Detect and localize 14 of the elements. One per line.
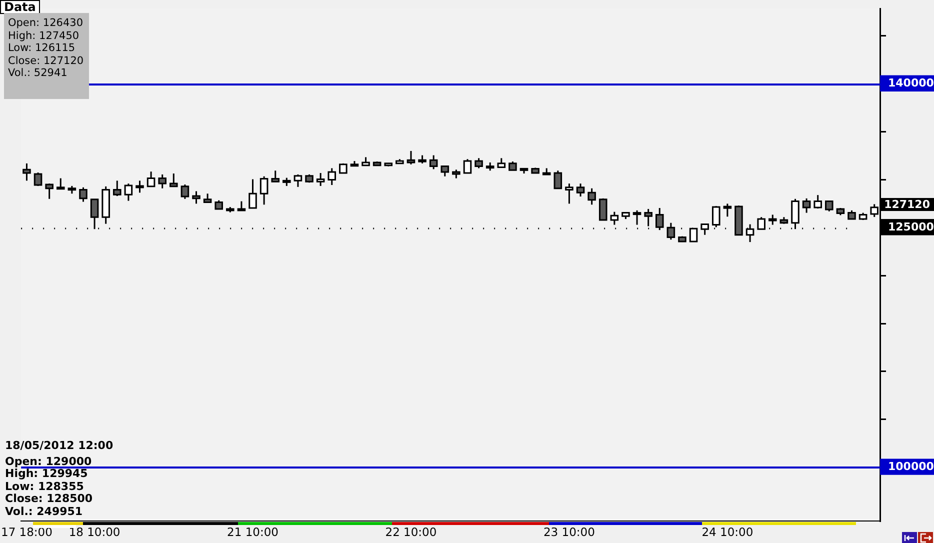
annotation: Open: 126430 High: 127450 Low: 126115 Close: 127120 Vol.: 52941 (4, 13, 89, 99)
y-tick-label: 125000 (888, 220, 934, 234)
x-tick-label: 17 18:00 (1, 524, 52, 539)
y-tick-label: 100000 (888, 460, 934, 474)
x-tick-label: 22 10:00 (385, 524, 437, 539)
text: 127120 (881, 198, 934, 211)
x-tick-label: 21 10:00 (227, 524, 278, 539)
y-tick-label: 140000 (888, 76, 934, 90)
x-tick-label: 23 10:00 (543, 524, 595, 539)
x-tick-label: 18 10:00 (68, 524, 120, 539)
annotation: 18/05/2012 12:00 (5, 439, 114, 452)
annotation: Open: 129000 High: 129945 Low: 128355 Close: 128500 Vol.: 249951 (5, 455, 93, 518)
annotation: Data (0, 0, 40, 14)
x-tick-label: 24 10:00 (702, 524, 754, 539)
